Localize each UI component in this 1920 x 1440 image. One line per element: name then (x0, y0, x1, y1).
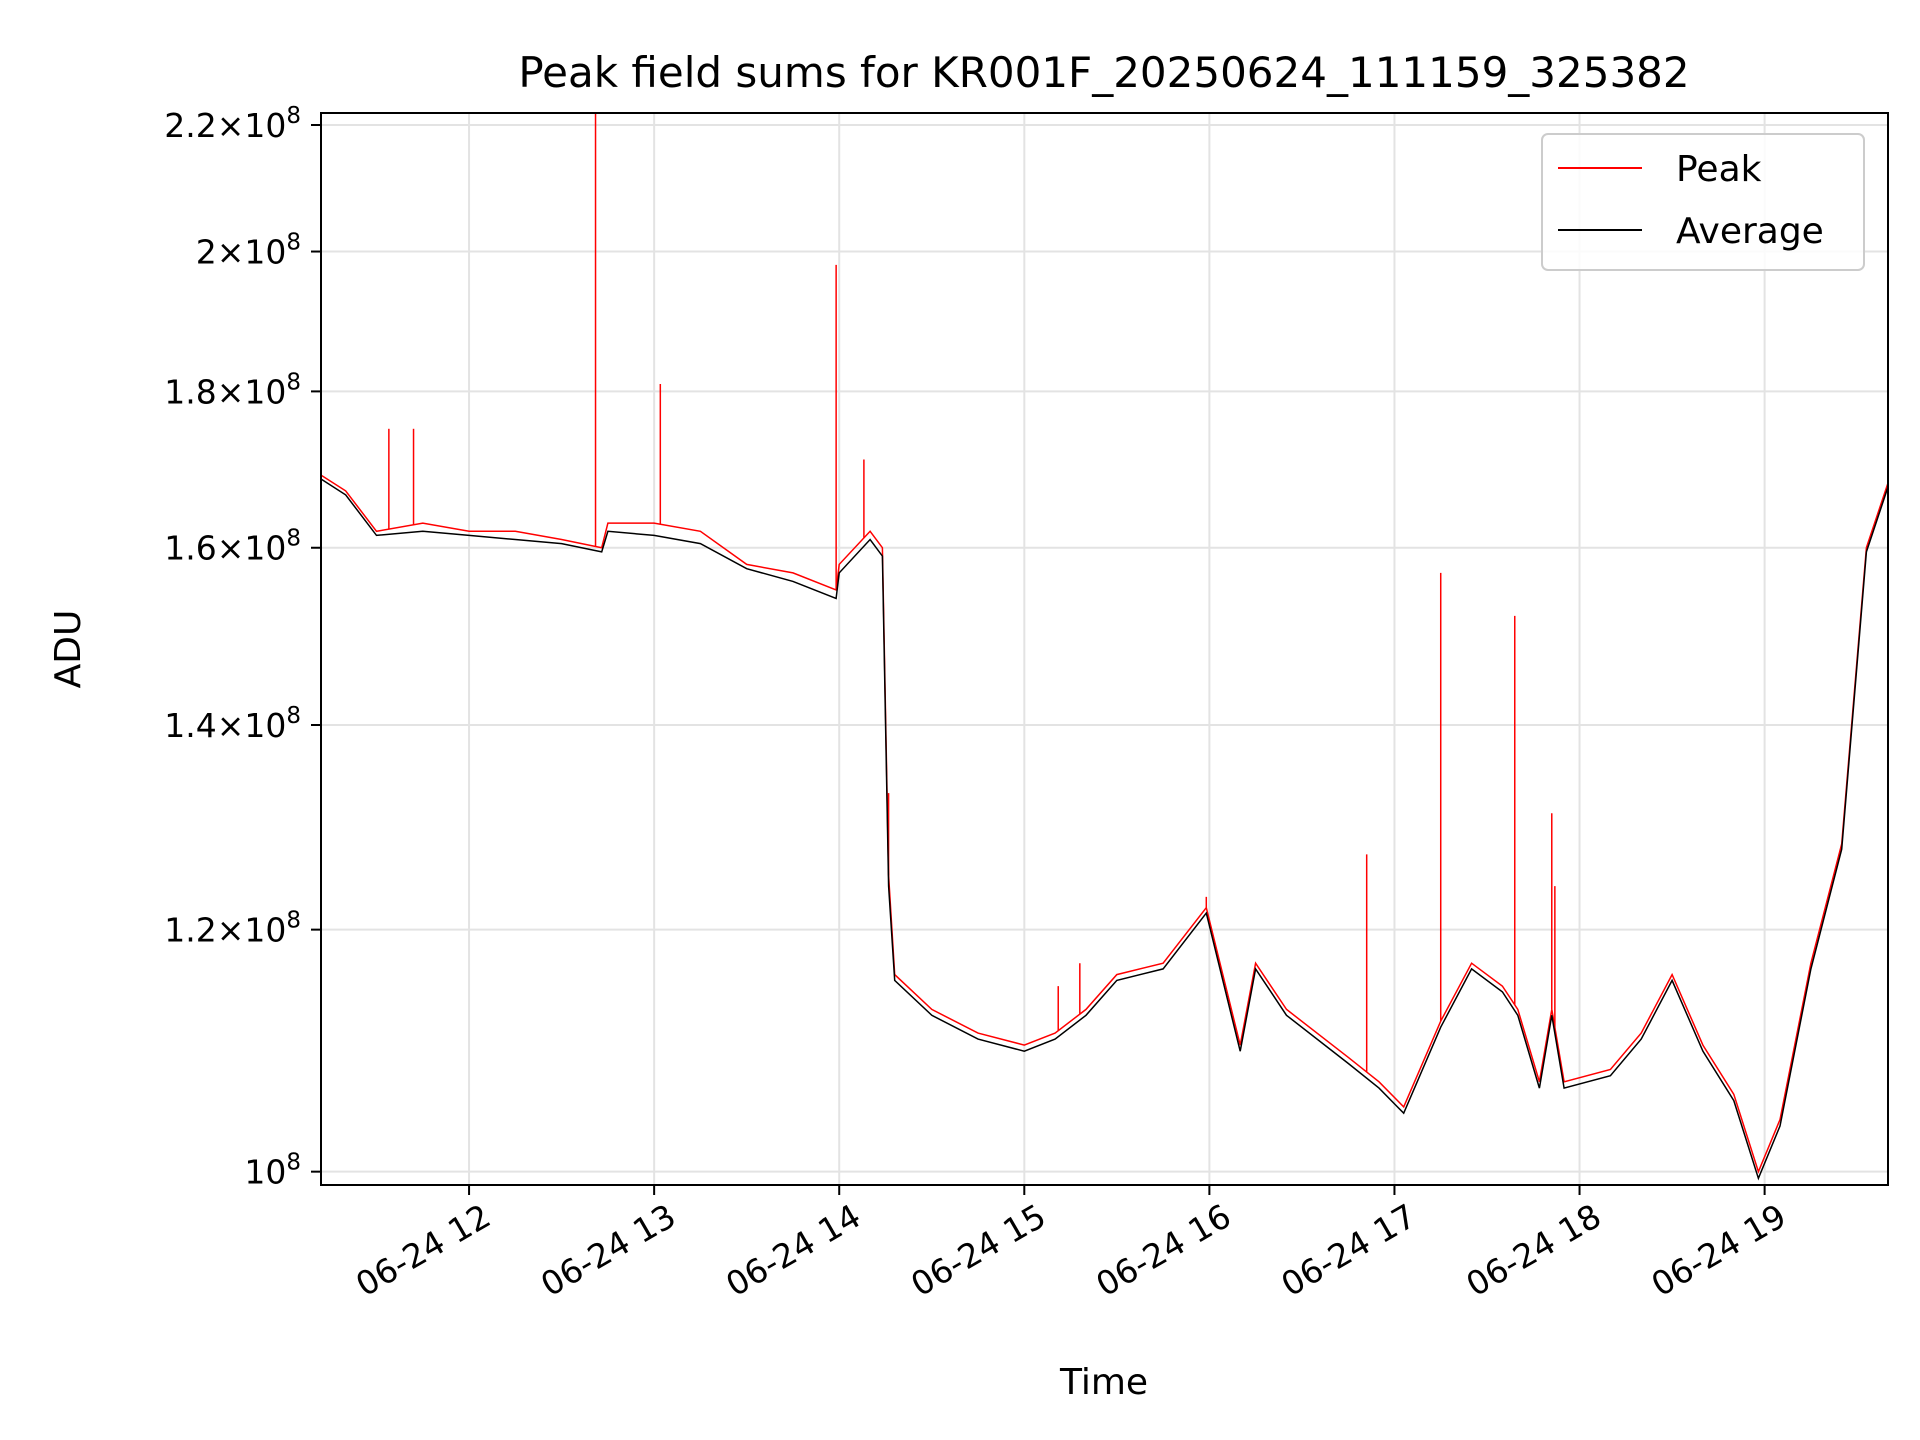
chart-title: Peak field sums for KR001F_20250624_1111… (518, 48, 1689, 97)
legend-label-average: Average (1676, 211, 1824, 252)
plot-frame (320, 112, 1889, 1186)
y-tick-label: 1.2×108 (164, 908, 301, 950)
y-tick-label: 1.6×108 (164, 526, 301, 568)
legend: Peak Average (1541, 133, 1865, 271)
y-tick-label: 2×108 (196, 230, 301, 272)
y-tick-label: 2.2×108 (164, 103, 301, 145)
plot-area (320, 113, 1889, 1181)
x-axis-label: Time (1059, 1362, 1148, 1403)
y-tick-label: 108 (244, 1150, 301, 1192)
series-line-peak (320, 474, 1889, 1174)
series-line-average (320, 478, 1889, 1181)
grid (321, 113, 1888, 1185)
y-axis-label: ADU (48, 610, 89, 689)
y-tick-label: 1.4×108 (164, 703, 301, 745)
y-tick-label: 1.8×108 (164, 369, 301, 411)
legend-label-peak: Peak (1676, 149, 1762, 190)
